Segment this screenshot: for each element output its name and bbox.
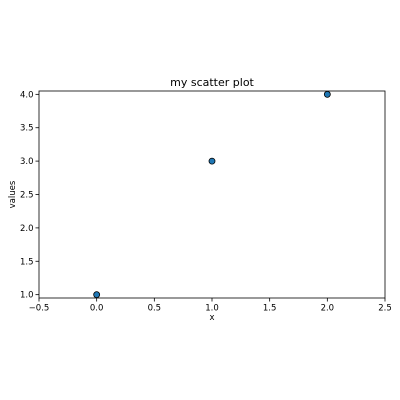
scatter-points [93, 90, 331, 299]
y-tick-label: 1.5 [20, 257, 34, 267]
x-tick-label: 0.5 [148, 304, 162, 314]
x-tick-label: −0.5 [29, 304, 50, 314]
data-point [323, 90, 331, 98]
data-point [93, 291, 101, 299]
y-tick-label: 2.0 [20, 224, 34, 234]
x-tick-label: 2.0 [321, 304, 335, 314]
x-tick-label: 0.0 [90, 304, 104, 314]
chart-title: my scatter plot [170, 76, 254, 89]
x-axis-ticks: −0.5 0.0 0.5 1.0 1.5 2.0 2.5 [29, 298, 392, 314]
x-tick-label: 1.0 [205, 304, 219, 314]
y-tick-label: 1.0 [20, 291, 34, 301]
data-point [208, 157, 216, 165]
plot-area [38, 90, 386, 299]
y-tick-label: 2.5 [20, 191, 34, 201]
y-tick-label: 3.5 [20, 124, 34, 134]
x-tick-label: 1.5 [263, 304, 277, 314]
y-axis-ticks: 1.0 1.5 2.0 2.5 3.0 3.5 4.0 [20, 90, 39, 301]
x-tick-label: 2.5 [378, 304, 392, 314]
y-tick-label: 3.0 [20, 157, 34, 167]
y-tick-label: 4.0 [20, 90, 34, 100]
y-axis-label: values [8, 180, 18, 208]
x-axis-label: x [209, 313, 214, 323]
